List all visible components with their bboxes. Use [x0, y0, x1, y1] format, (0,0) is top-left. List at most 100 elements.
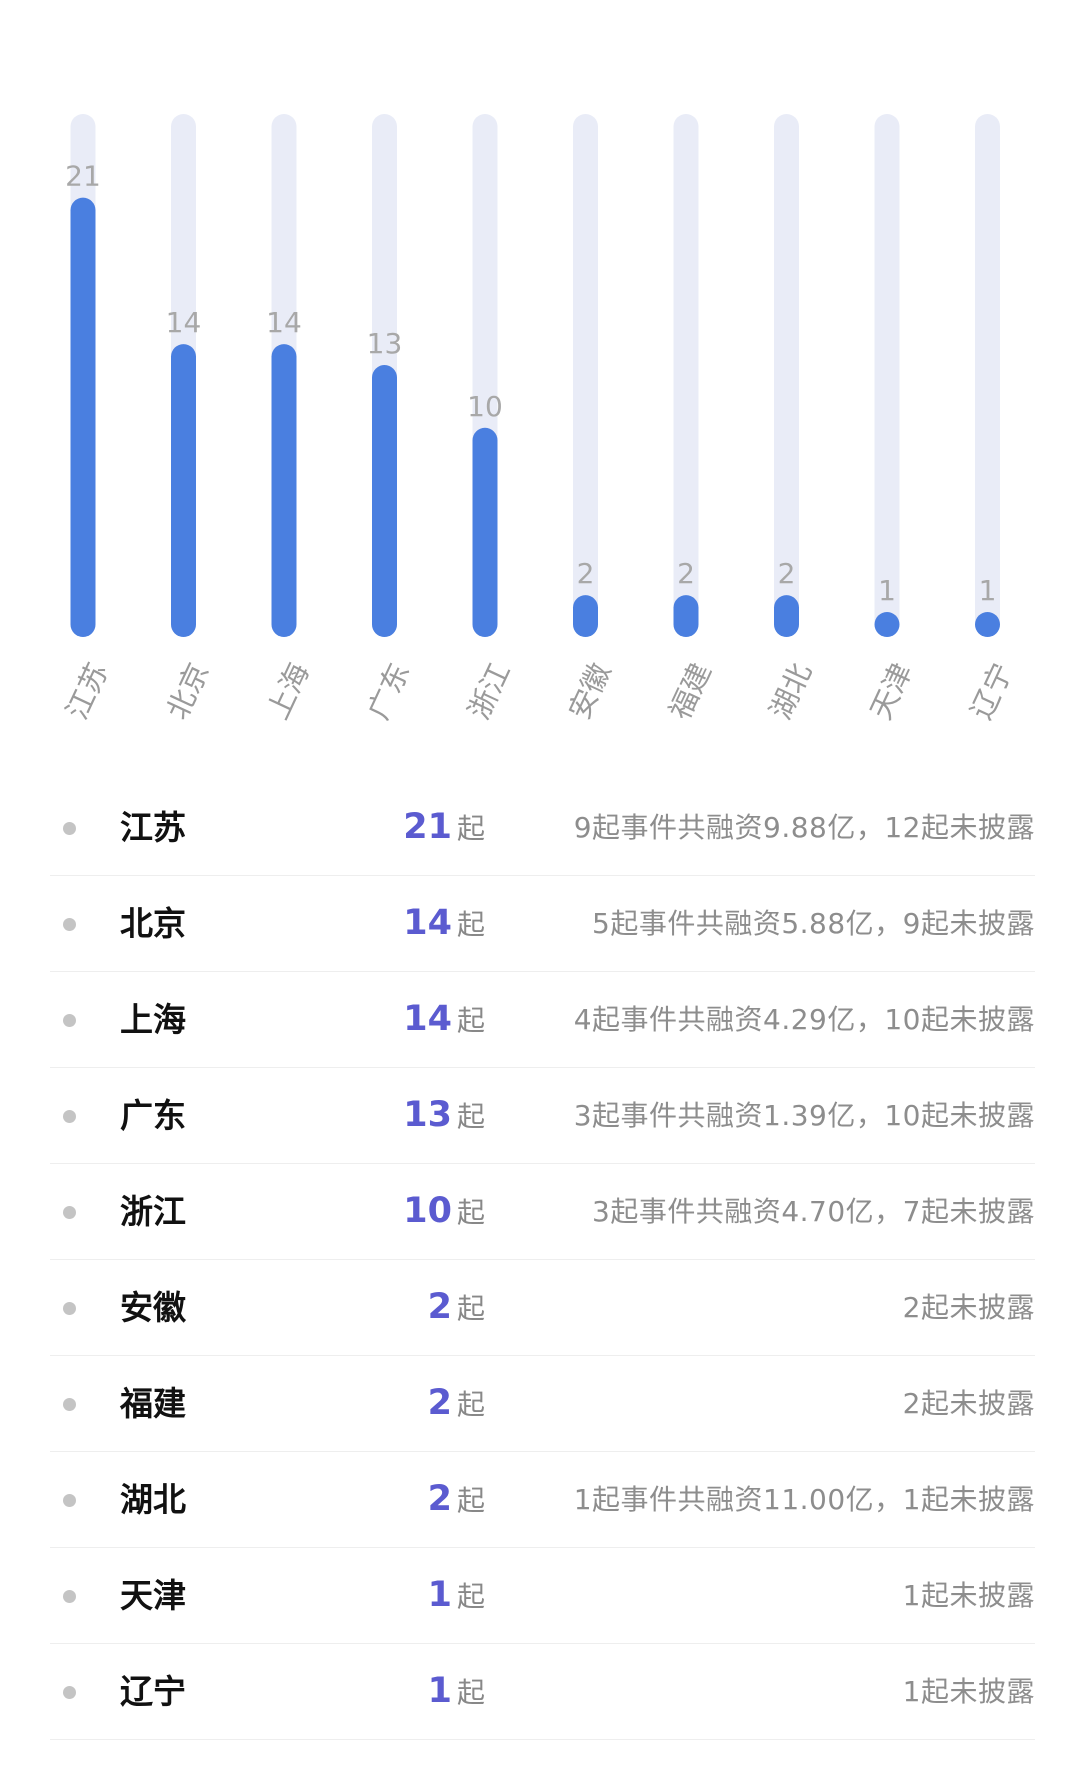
funding-description: 2起未披露 — [902, 1291, 1035, 1324]
event-count-number: 2 — [427, 1287, 452, 1327]
category-label: 福建 — [663, 658, 718, 725]
event-count-unit: 起 — [456, 1292, 485, 1325]
province-name: 北京 — [120, 904, 186, 943]
bar-track — [573, 114, 598, 637]
value-label: 2 — [677, 557, 695, 590]
event-count-unit: 起 — [456, 1484, 485, 1517]
event-count: 14 起 — [403, 876, 485, 971]
bar-福建 — [673, 595, 699, 637]
category-label: 江苏 — [60, 658, 115, 725]
table-row: 福建 2 起 2起未披露 — [50, 1356, 1035, 1452]
province-name: 天津 — [120, 1576, 186, 1615]
bar-广东 — [372, 365, 397, 637]
value-label: 21 — [65, 160, 101, 193]
bullet-dot — [63, 1494, 76, 1507]
event-count-unit: 起 — [456, 1196, 485, 1229]
event-count: 14 起 — [403, 972, 485, 1067]
category-label: 天津 — [864, 658, 919, 725]
funding-description: 4起事件共融资4.29亿，10起未披露 — [573, 1003, 1035, 1036]
province-name: 上海 — [120, 1000, 186, 1039]
value-label: 14 — [266, 306, 302, 339]
event-count-number: 1 — [427, 1671, 452, 1711]
funding-description: 1起未披露 — [902, 1675, 1035, 1708]
bar-chart: 21 江苏 14 北京 14 上海 13 广东 10 浙江 2 安徽 2 福建 2 湖北 1 天津 1 辽宁 — [0, 0, 1080, 760]
funding-description: 3起事件共融资1.39亿，10起未披露 — [573, 1099, 1035, 1132]
event-count-number: 2 — [427, 1383, 452, 1423]
province-name: 湖北 — [120, 1480, 186, 1519]
category-label: 安徽 — [562, 658, 617, 725]
bullet-dot — [63, 1014, 76, 1027]
bullet-dot — [63, 1110, 76, 1123]
event-count-unit: 起 — [456, 1388, 485, 1421]
event-count-number: 14 — [403, 903, 452, 943]
table-row: 江苏 21 起 9起事件共融资9.88亿，12起未披露 — [50, 780, 1035, 876]
event-count-number: 2 — [427, 1479, 452, 1519]
event-count-number: 13 — [403, 1095, 452, 1135]
table-row: 北京 14 起 5起事件共融资5.88亿，9起未披露 — [50, 876, 1035, 972]
event-count-number: 1 — [427, 1575, 452, 1615]
province-name: 江苏 — [120, 808, 186, 847]
event-count-unit: 起 — [456, 1676, 485, 1709]
event-count: 10 起 — [403, 1164, 485, 1259]
table-row: 湖北 2 起 1起事件共融资11.00亿，1起未披露 — [50, 1452, 1035, 1548]
funding-description: 5起事件共融资5.88亿，9起未披露 — [592, 907, 1035, 940]
bar-北京 — [171, 344, 196, 637]
funding-description: 1起事件共融资11.00亿，1起未披露 — [573, 1483, 1035, 1516]
table-row: 天津 1 起 1起未披露 — [50, 1548, 1035, 1644]
category-label: 上海 — [261, 658, 316, 725]
bar-浙江 — [472, 427, 498, 637]
province-name: 辽宁 — [120, 1672, 186, 1711]
event-count-unit: 起 — [456, 1580, 485, 1613]
value-label: 2 — [778, 557, 796, 590]
event-count: 13 起 — [403, 1068, 485, 1163]
event-count-number: 21 — [403, 807, 452, 847]
funding-description: 1起未披露 — [902, 1579, 1035, 1612]
funding-description: 2起未披露 — [902, 1387, 1035, 1420]
bar-上海 — [271, 344, 297, 637]
province-name: 广东 — [120, 1096, 186, 1135]
bullet-dot — [63, 1206, 76, 1219]
category-label: 浙江 — [462, 658, 517, 725]
table-row: 上海 14 起 4起事件共融资4.29亿，10起未披露 — [50, 972, 1035, 1068]
event-count-unit: 起 — [456, 908, 485, 941]
province-table: 江苏 21 起 9起事件共融资9.88亿，12起未披露 北京 14 起 5起事件共融资5.88… — [50, 780, 1035, 1740]
province-name: 浙江 — [120, 1192, 186, 1231]
event-count: 21 起 — [403, 780, 485, 875]
table-row: 广东 13 起 3起事件共融资1.39亿，10起未披露 — [50, 1068, 1035, 1164]
event-count-unit: 起 — [456, 1100, 485, 1133]
bar-track — [874, 114, 900, 637]
table-row: 浙江 10 起 3起事件共融资4.70亿，7起未披露 — [50, 1164, 1035, 1260]
table-row: 辽宁 1 起 1起未披露 — [50, 1644, 1035, 1740]
bar-track — [673, 114, 699, 637]
bullet-dot — [63, 1590, 76, 1603]
bar-track — [774, 114, 799, 637]
bar-湖北 — [774, 595, 799, 637]
event-count-number: 14 — [403, 999, 452, 1039]
category-label: 北京 — [160, 658, 215, 725]
value-label: 13 — [367, 327, 403, 360]
funding-description: 3起事件共融资4.70亿，7起未披露 — [592, 1195, 1035, 1228]
category-label: 湖北 — [763, 658, 818, 725]
value-label: 10 — [467, 390, 503, 423]
event-count-unit: 起 — [456, 1004, 485, 1037]
event-count-unit: 起 — [456, 812, 485, 845]
province-name: 安徽 — [120, 1288, 186, 1327]
funding-description: 9起事件共融资9.88亿，12起未披露 — [573, 811, 1035, 844]
bullet-dot — [63, 918, 76, 931]
bullet-dot — [63, 1398, 76, 1411]
bar-辽宁 — [975, 612, 1000, 637]
table-row: 安徽 2 起 2起未披露 — [50, 1260, 1035, 1356]
category-label: 辽宁 — [964, 658, 1019, 725]
bullet-dot — [63, 1686, 76, 1699]
bullet-dot — [63, 1302, 76, 1315]
value-label: 1 — [979, 574, 997, 607]
category-label: 广东 — [361, 658, 416, 725]
bullet-dot — [63, 822, 76, 835]
bar-安徽 — [573, 595, 598, 637]
event-count-number: 10 — [403, 1191, 452, 1231]
